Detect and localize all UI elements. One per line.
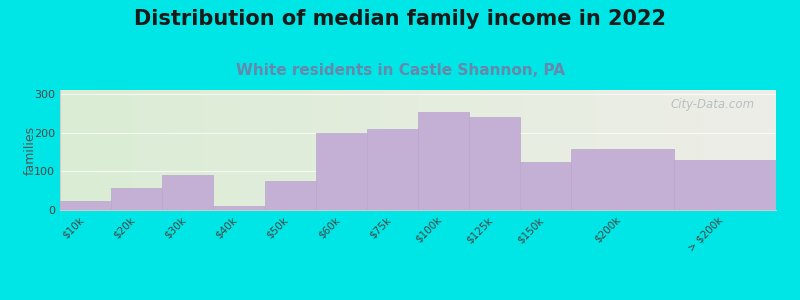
Text: Distribution of median family income in 2022: Distribution of median family income in …	[134, 9, 666, 29]
Bar	[214, 206, 265, 210]
Bar	[571, 149, 674, 210]
Bar	[367, 129, 418, 210]
Bar	[418, 112, 469, 210]
Bar	[265, 181, 316, 210]
Text: City-Data.com: City-Data.com	[670, 98, 754, 111]
Bar	[469, 117, 520, 210]
Bar	[111, 188, 162, 210]
Bar	[520, 162, 571, 210]
Text: White residents in Castle Shannon, PA: White residents in Castle Shannon, PA	[235, 63, 565, 78]
Bar	[60, 202, 111, 210]
Bar	[162, 175, 214, 210]
Bar	[316, 134, 367, 210]
Y-axis label: families: families	[23, 125, 36, 175]
Bar	[674, 160, 776, 210]
